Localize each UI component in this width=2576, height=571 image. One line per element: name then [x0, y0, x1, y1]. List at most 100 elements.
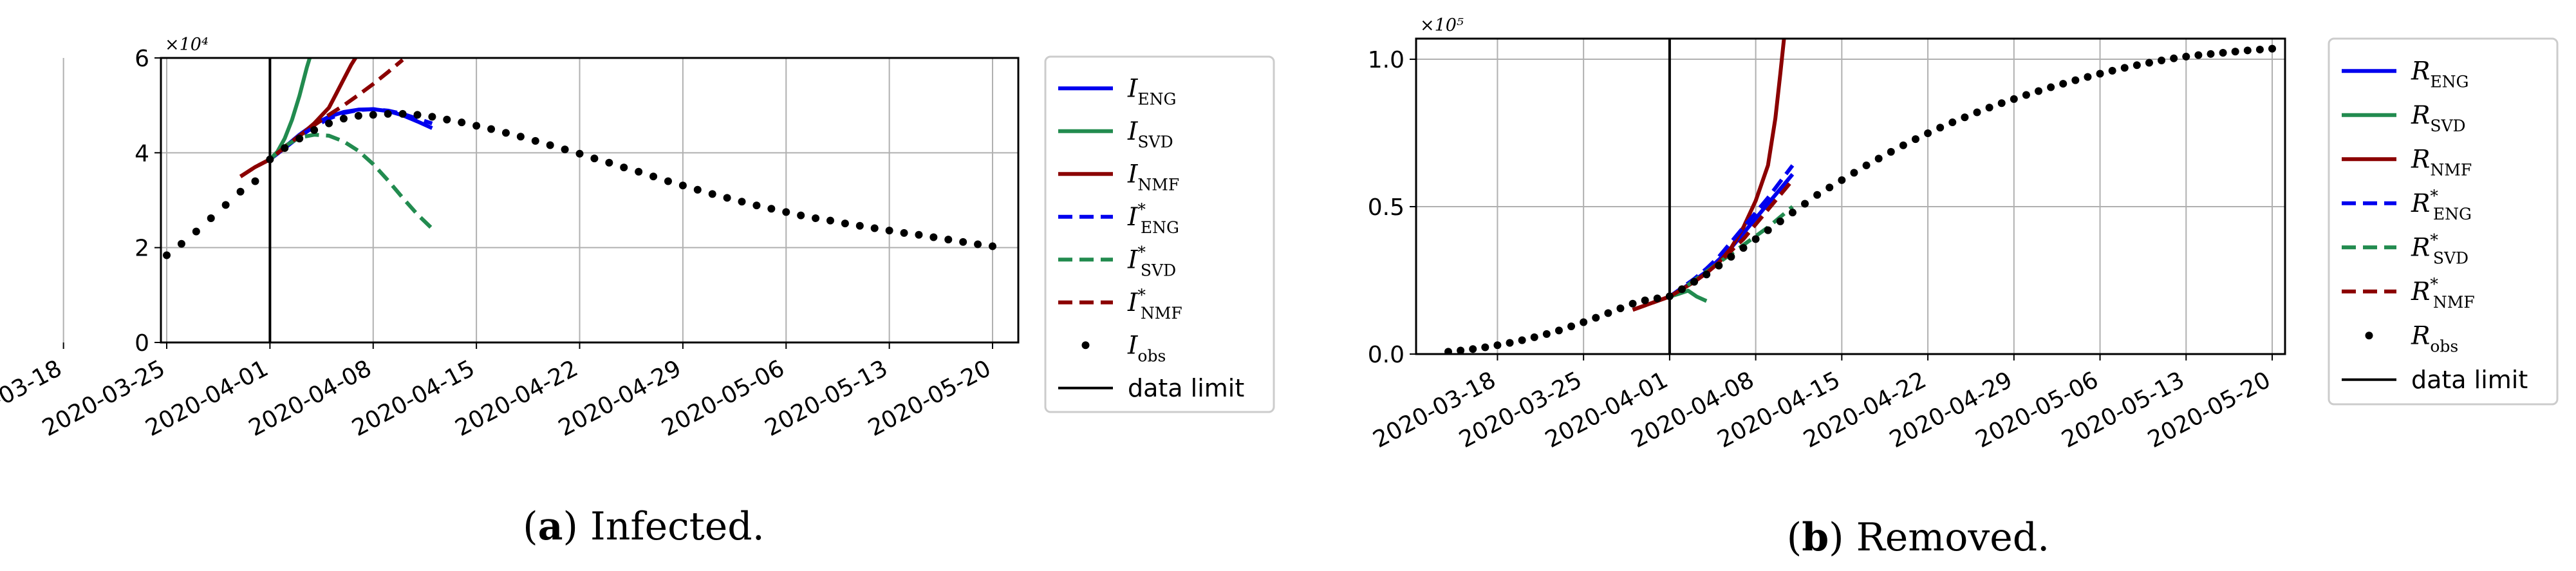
- observed-point: [767, 205, 776, 213]
- caption: (b) Removed.: [1787, 515, 2049, 560]
- observed-point: [1751, 235, 1760, 243]
- observed-point: [1703, 270, 1711, 279]
- y-multiplier: ×10⁴: [165, 35, 209, 55]
- observed-point: [2219, 48, 2227, 57]
- observed-point: [708, 190, 716, 198]
- y-tick-label: 4: [135, 140, 149, 167]
- observed-point: [1604, 309, 1612, 317]
- y-tick-label: 0: [135, 330, 149, 357]
- observed-point: [2170, 54, 2178, 62]
- observed-point: [281, 144, 289, 152]
- observed-point: [870, 224, 879, 232]
- series-R*_ENG: [1668, 164, 1795, 299]
- observed-point: [413, 111, 422, 119]
- series-R_ENG: [1668, 173, 1795, 299]
- observed-point: [1580, 318, 1588, 326]
- chart-1: 2020-03-182020-03-252020-04-012020-04-08…: [0, 35, 1275, 549]
- observed-point: [1936, 124, 1945, 132]
- observed-point: [1973, 108, 1981, 117]
- observed-point: [89, 301, 97, 308]
- observed-point: [398, 109, 407, 118]
- observed-point: [2059, 80, 2067, 88]
- observed-point: [900, 229, 908, 237]
- observed-point: [693, 185, 702, 194]
- observed-point: [516, 133, 525, 141]
- observed-point: [590, 154, 599, 163]
- observed-point: [1764, 226, 1772, 234]
- observed-point: [1985, 104, 1993, 112]
- observed-point: [1924, 129, 1932, 137]
- observed-point: [620, 164, 628, 172]
- legend-label: INMF: [1127, 160, 1179, 194]
- legend-label: RNMF: [2411, 145, 2472, 179]
- observed-point: [118, 282, 126, 290]
- observed-point: [2035, 87, 2043, 95]
- observed-point: [1997, 99, 2006, 108]
- observed-point: [2047, 83, 2055, 91]
- observed-point: [2022, 91, 2030, 99]
- observed-point: [266, 155, 274, 164]
- observed-point: [177, 239, 185, 248]
- legend-label: I* SVD: [1127, 243, 1176, 279]
- observed-point: [1715, 261, 1723, 270]
- legend-label: RSVD: [2411, 101, 2466, 135]
- observed-point: [561, 145, 569, 154]
- observed-point: [2255, 45, 2264, 53]
- observed-point: [2084, 73, 2092, 81]
- observed-point: [1554, 326, 1563, 335]
- observed-point: [738, 198, 746, 206]
- legend: IENG ISVD INMF I* ENG I* SVD I* NMF Iobs data limi…: [1044, 55, 1275, 413]
- observed-point: [531, 136, 539, 145]
- observed-point: [458, 118, 466, 127]
- legend: RENG RSVD RNMF R* ENG R* SVD R* NMF Robs data limi…: [2328, 37, 2559, 406]
- observed-point: [1616, 304, 1625, 313]
- legend-label: Robs: [2411, 321, 2458, 355]
- observed-point: [310, 126, 319, 134]
- observed-point: [678, 182, 687, 190]
- legend-label: R* ENG: [2411, 187, 2472, 223]
- observed-point: [1911, 135, 1919, 144]
- observed-point: [2108, 66, 2116, 75]
- legend-label: data limit: [2411, 366, 2528, 394]
- observed-point: [1629, 299, 1637, 308]
- observed-point: [1542, 330, 1551, 338]
- legend-label: data limit: [1128, 374, 1244, 402]
- series-I_NMF: [239, 58, 357, 178]
- observed-point: [752, 201, 761, 210]
- observed-point: [2158, 56, 2166, 64]
- observed-point: [384, 109, 392, 118]
- observed-point: [1813, 191, 1822, 199]
- observed-point: [989, 242, 996, 250]
- observed-point: [325, 119, 333, 127]
- observed-point: [1567, 322, 1576, 330]
- observed-point: [1961, 113, 1969, 122]
- observed-point: [1874, 154, 1883, 163]
- observed-point: [1788, 209, 1797, 217]
- legend-box: [2328, 37, 2559, 406]
- observed-point: [1506, 339, 1514, 347]
- observed-point: [1469, 345, 1477, 353]
- observed-point: [1825, 183, 1834, 192]
- observed-point: [487, 125, 496, 133]
- observed-point: [797, 211, 805, 220]
- y-tick-label: 6: [135, 46, 149, 72]
- observed-point: [472, 122, 481, 130]
- y-tick-label: 0.5: [1368, 194, 1405, 221]
- observed-point: [1776, 217, 1784, 225]
- observed-point: [1690, 277, 1699, 286]
- observed-point: [251, 177, 259, 185]
- legend-swatch: [2365, 332, 2373, 340]
- observed-point: [1481, 343, 1489, 351]
- observed-point: [2133, 61, 2141, 70]
- observed-point: [2243, 46, 2252, 55]
- observed-point: [1887, 147, 1895, 156]
- observed-point: [1518, 336, 1526, 344]
- observed-point: [295, 135, 304, 143]
- observed-point: [1457, 346, 1465, 354]
- observed-point: [443, 115, 451, 124]
- observed-point: [855, 221, 864, 230]
- observed-point: [428, 113, 436, 121]
- legend-label: ISVD: [1127, 117, 1173, 151]
- observed-point: [841, 220, 849, 228]
